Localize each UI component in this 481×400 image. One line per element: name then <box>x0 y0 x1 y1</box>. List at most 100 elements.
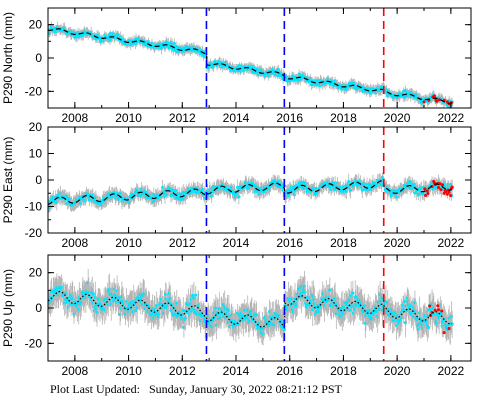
daily-position-point <box>282 327 286 332</box>
daily-position-point <box>348 188 353 192</box>
daily-position-point <box>437 316 441 320</box>
y-tick-label: 0 <box>35 301 42 315</box>
daily-position-point <box>227 308 231 313</box>
rapid-solution-point <box>425 189 429 193</box>
daily-position-point <box>304 181 308 186</box>
plot-area <box>48 172 454 213</box>
x-tick-label: 2016 <box>276 236 303 250</box>
y-tick-label: 20 <box>29 120 43 134</box>
x-tick-label: 2008 <box>62 236 89 250</box>
rapid-solution-point <box>449 193 453 197</box>
x-tick-label: 2012 <box>169 236 196 250</box>
gps-time-series-figure: 2008 2010 2012 2014 2016 2018 2020 2022-20020P2… <box>1 7 472 378</box>
x-tick-label: 2016 <box>276 364 303 378</box>
plot-area <box>48 268 454 346</box>
x-tick-label: 2020 <box>384 236 411 250</box>
rapid-solution-point <box>444 190 448 194</box>
x-tick-label: 2018 <box>330 236 357 250</box>
daily-position-point <box>403 88 408 92</box>
model-curve <box>48 291 453 330</box>
daily-position-point <box>328 288 332 292</box>
rapid-solution-point <box>440 309 444 313</box>
rapid-solution-point <box>428 304 432 308</box>
y-axis-label: P290 North (mm) <box>1 12 15 104</box>
daily-position-point <box>290 297 294 301</box>
daily-position-point <box>261 332 265 336</box>
y-tick-label: 20 <box>29 18 43 32</box>
y-tick-label: 0 <box>35 173 42 187</box>
daily-position-point <box>312 297 316 302</box>
rapid-solution-point <box>422 100 426 104</box>
x-tick-label: 2010 <box>115 364 142 378</box>
plot-updated-footer: Plot Last Updated: Sunday, January 30, 2… <box>50 382 342 397</box>
daily-position-point <box>118 312 122 317</box>
daily-position-point <box>237 195 241 199</box>
daily-position-point <box>449 315 454 319</box>
rapid-solution-point <box>423 187 427 191</box>
y-tick-label: -20 <box>25 84 43 98</box>
x-tick-label: 2022 <box>438 236 465 250</box>
daily-position-point <box>239 69 243 74</box>
x-tick-label: 2014 <box>223 364 250 378</box>
daily-position-point <box>71 297 75 301</box>
rapid-solution-point <box>447 190 451 194</box>
daily-position-point <box>55 200 59 204</box>
panel-2: 2008 2010 2012 2014 2016 2018 2020 2022 -20 -10 0 1… <box>1 120 472 250</box>
daily-position-point <box>194 293 198 297</box>
daily-position-point <box>303 290 307 294</box>
x-tick-label: 2012 <box>169 364 196 378</box>
x-tick-label: 2022 <box>438 111 465 125</box>
rapid-solution-point <box>433 308 437 312</box>
x-tick-label: 2018 <box>330 364 357 378</box>
panel-3: 2008 2010 2012 2014 2016 2018 2020 2022 -20 0 20 P2… <box>1 254 472 378</box>
daily-position-point <box>163 292 168 296</box>
daily-position-point <box>292 193 296 197</box>
daily-position-point <box>184 316 188 320</box>
rapid-solution-point <box>436 304 440 308</box>
x-tick-label: 2008 <box>62 111 89 125</box>
rapid-solution-point <box>442 331 446 335</box>
rapid-solution-point <box>424 193 428 197</box>
x-tick-label: 2022 <box>438 364 465 378</box>
y-axis-label: P290 Up (mm) <box>1 269 15 347</box>
daily-position-point <box>86 281 90 285</box>
y-tick-label: -20 <box>25 336 43 350</box>
footer-timestamp: Sunday, January 30, 2022 08:21:12 PST <box>149 382 342 396</box>
model-curve <box>48 180 453 206</box>
daily-position-point <box>347 179 351 184</box>
rapid-solution-point <box>445 192 449 196</box>
panel-1: 2008 2010 2012 2014 2016 2018 2020 2022 -20 0 20 P2… <box>1 7 472 125</box>
rapid-solution-point <box>437 308 441 312</box>
daily-position-point <box>426 325 431 330</box>
daily-position-point <box>400 315 404 320</box>
daily-position-point <box>83 199 87 203</box>
plot-area <box>48 21 454 108</box>
x-tick-label: 2014 <box>223 236 250 250</box>
daily-position-point <box>302 284 307 289</box>
x-tick-label: 2012 <box>169 111 196 125</box>
x-tick-label: 2014 <box>223 111 250 125</box>
daily-position-point <box>360 188 364 192</box>
x-tick-label: 2020 <box>384 111 411 125</box>
y-tick-label: -20 <box>25 226 43 240</box>
rapid-solution-point <box>438 182 442 186</box>
rapid-solution-point <box>447 326 451 330</box>
rapid-solution-point <box>432 94 436 98</box>
x-tick-label: 2010 <box>115 111 142 125</box>
daily-position-point <box>91 292 96 296</box>
y-axis-label: P290 East (mm) <box>1 137 15 224</box>
rapid-solution-point <box>435 99 439 103</box>
rapid-solution-point <box>450 185 454 189</box>
daily-position-point <box>450 322 454 326</box>
daily-position-point <box>192 296 196 300</box>
daily-position-point <box>182 325 186 329</box>
footer-label: Plot Last Updated: <box>50 382 140 396</box>
daily-position-point <box>182 197 186 201</box>
y-tick-label: 10 <box>29 147 43 161</box>
y-tick-label: -10 <box>25 200 43 214</box>
rapid-solution-point <box>439 188 443 192</box>
daily-position-point <box>446 182 450 186</box>
y-tick-label: 20 <box>29 266 43 280</box>
y-tick-label: 0 <box>35 51 42 65</box>
daily-position-point <box>395 195 399 199</box>
